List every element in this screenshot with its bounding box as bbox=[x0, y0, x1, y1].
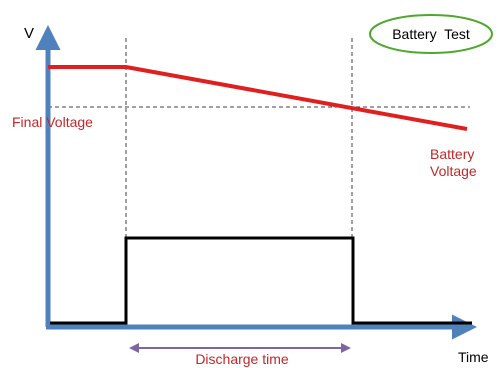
battery-test-badge bbox=[369, 14, 493, 54]
y-axis-label: V bbox=[24, 25, 34, 42]
battery-test-badge-label: Battery Test bbox=[392, 26, 470, 42]
battery-voltage-label-line2: Voltage bbox=[430, 163, 477, 179]
discharge-pulse bbox=[50, 236, 472, 325]
battery-voltage-line bbox=[48, 65, 468, 131]
x-axis-label: Time bbox=[458, 349, 489, 365]
battery-voltage-label-line1: Battery bbox=[430, 146, 474, 162]
final-voltage-label: Final Voltage bbox=[12, 114, 93, 130]
discharge-time-label: Discharge time bbox=[195, 351, 289, 367]
